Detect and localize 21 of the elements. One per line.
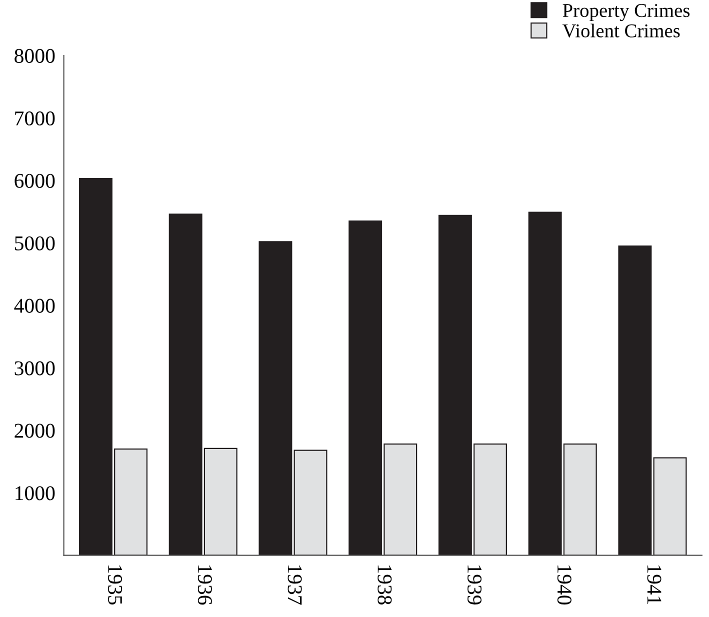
y-tick-label: 1000 [16,486,55,500]
bar [653,457,687,556]
y-tick-label: 4000 [14,298,55,313]
x-tick-label: 1937 [288,565,302,605]
y-tick-label: 5000 [15,236,55,250]
x-tick-label: 1935 [108,565,122,604]
y-tick-label: 2000 [14,424,55,438]
legend-label: Property Crimes [562,4,690,22]
x-tick-label: 1941 [647,565,662,604]
bar [294,450,328,556]
y-tick-label: 8000 [14,48,55,63]
bar [258,241,292,556]
y-tick-label: 6000 [14,174,55,188]
x-tick-label: 1940 [557,565,572,605]
x-tick-label: 1936 [198,565,212,605]
x-tick-label: 1938 [378,565,392,605]
y-tick-label: 3000 [14,361,55,376]
bar [618,246,652,556]
legend-label: Violent Crimes [562,24,680,38]
y-tick-label: 7000 [15,111,55,126]
x-tick-label: 1939 [468,565,482,604]
